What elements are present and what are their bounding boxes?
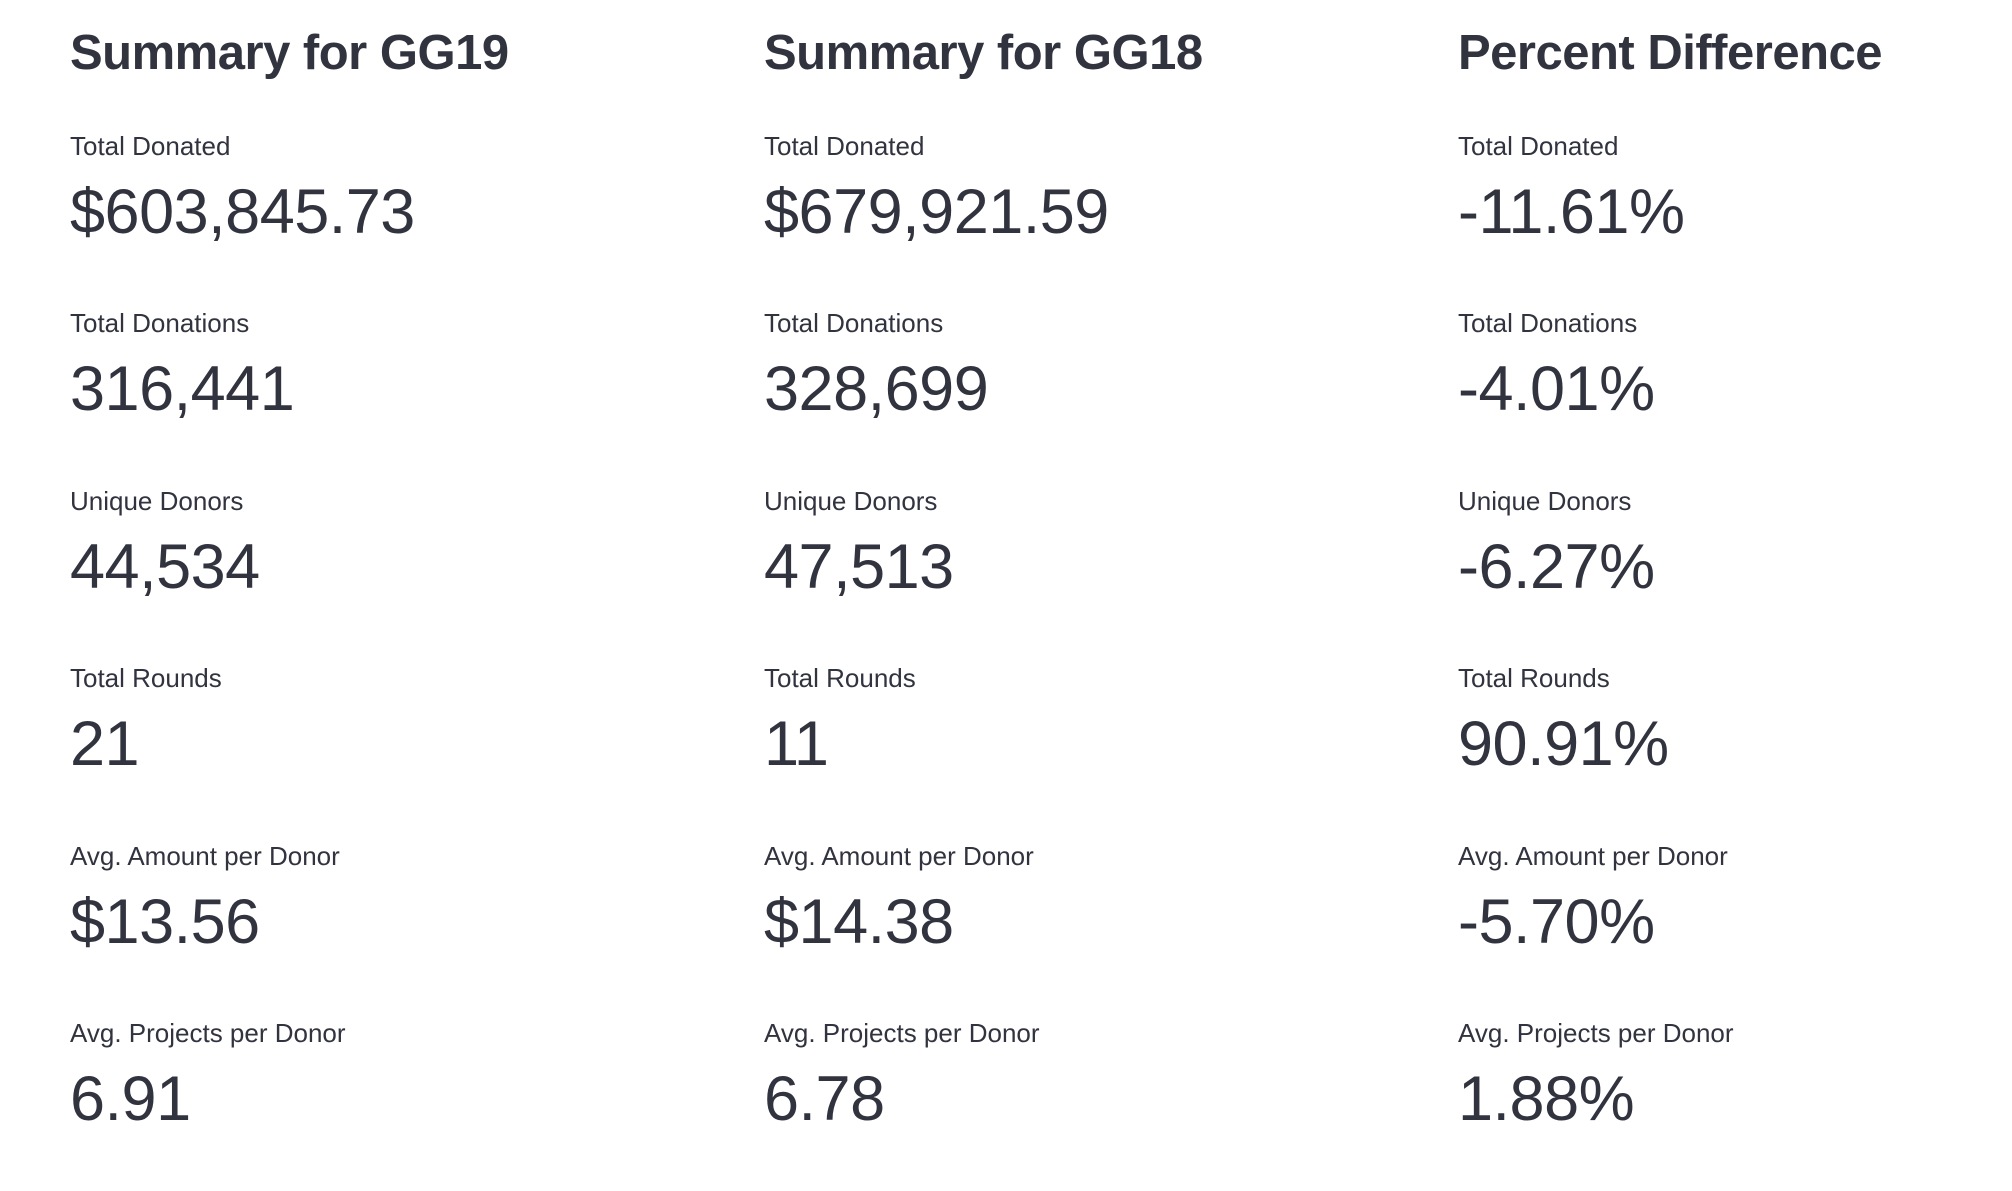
metric-value: $14.38 bbox=[764, 886, 954, 957]
metric-value: 328,699 bbox=[764, 354, 989, 425]
metric-value: 90.91% bbox=[1458, 709, 1669, 780]
metric-value: 47,513 bbox=[764, 531, 954, 602]
metric-diff-total-donations: Total Donations -4.01% bbox=[1458, 304, 2012, 425]
metric-gg18-total-donations: Total Donations 328,699 bbox=[764, 304, 1458, 425]
metric-label: Avg. Amount per Donor bbox=[1458, 840, 1728, 871]
column-gg18-title: Summary for GG18 bbox=[764, 26, 1203, 80]
metric-label: Unique Donors bbox=[1458, 485, 1632, 516]
metric-gg19-total-rounds: Total Rounds 21 bbox=[70, 659, 764, 780]
metric-label: Total Donations bbox=[764, 308, 944, 339]
metric-diff-avg-amount-per-donor: Avg. Amount per Donor -5.70% bbox=[1458, 837, 2012, 958]
metric-label: Avg. Amount per Donor bbox=[764, 840, 1034, 871]
metric-label: Avg. Amount per Donor bbox=[70, 840, 340, 871]
metric-label: Total Rounds bbox=[764, 663, 916, 694]
metric-value: 11 bbox=[764, 709, 829, 780]
metric-value: $13.56 bbox=[70, 886, 260, 957]
metric-gg19-unique-donors: Unique Donors 44,534 bbox=[70, 482, 764, 603]
metric-label: Avg. Projects per Donor bbox=[764, 1017, 1040, 1048]
metric-diff-unique-donors: Unique Donors -6.27% bbox=[1458, 482, 2012, 603]
metric-value: $679,921.59 bbox=[764, 176, 1109, 247]
metric-label: Avg. Projects per Donor bbox=[70, 1017, 346, 1048]
metric-label: Unique Donors bbox=[764, 485, 938, 516]
metric-gg19-total-donated: Total Donated $603,845.73 bbox=[70, 127, 764, 248]
metric-value: -6.27% bbox=[1458, 531, 1655, 602]
metric-diff-total-donated: Total Donated -11.61% bbox=[1458, 127, 2012, 248]
metric-value: 316,441 bbox=[70, 354, 295, 425]
metric-value: 44,534 bbox=[70, 531, 260, 602]
metric-label: Total Rounds bbox=[70, 663, 222, 694]
metric-gg18-avg-projects-per-donor: Avg. Projects per Donor 6.78 bbox=[764, 1014, 1458, 1135]
metric-gg19-avg-amount-per-donor: Avg. Amount per Donor $13.56 bbox=[70, 837, 764, 958]
column-gg19: Summary for GG19 Total Donated $603,845.… bbox=[70, 24, 764, 1191]
metric-gg18-total-donated: Total Donated $679,921.59 bbox=[764, 127, 1458, 248]
metric-label: Total Donations bbox=[1458, 308, 1638, 339]
metric-value: $603,845.73 bbox=[70, 176, 415, 247]
metric-value: -5.70% bbox=[1458, 886, 1655, 957]
metric-value: 1.88% bbox=[1458, 1063, 1635, 1134]
metric-diff-total-rounds: Total Rounds 90.91% bbox=[1458, 659, 2012, 780]
metric-gg18-avg-amount-per-donor: Avg. Amount per Donor $14.38 bbox=[764, 837, 1458, 958]
metric-diff-avg-projects-per-donor: Avg. Projects per Donor 1.88% bbox=[1458, 1014, 2012, 1135]
metric-label: Total Donated bbox=[1458, 130, 1619, 161]
column-percent-difference-title: Percent Difference bbox=[1458, 26, 1883, 80]
column-gg19-title: Summary for GG19 bbox=[70, 26, 509, 80]
metric-label: Total Donated bbox=[764, 130, 925, 161]
metric-label: Total Donations bbox=[70, 308, 250, 339]
metric-value: 6.91 bbox=[70, 1063, 191, 1134]
metric-label: Total Rounds bbox=[1458, 663, 1610, 694]
metric-value: -4.01% bbox=[1458, 354, 1655, 425]
metric-value: 21 bbox=[70, 709, 140, 780]
metric-gg19-total-donations: Total Donations 316,441 bbox=[70, 304, 764, 425]
metric-value: -11.61% bbox=[1458, 176, 1685, 247]
metric-label: Total Donated bbox=[70, 130, 231, 161]
metric-value: 6.78 bbox=[764, 1063, 885, 1134]
metric-gg18-unique-donors: Unique Donors 47,513 bbox=[764, 482, 1458, 603]
metric-gg18-total-rounds: Total Rounds 11 bbox=[764, 659, 1458, 780]
column-gg18: Summary for GG18 Total Donated $679,921.… bbox=[764, 24, 1458, 1191]
column-percent-difference: Percent Difference Total Donated -11.61%… bbox=[1458, 24, 2012, 1191]
metric-gg19-avg-projects-per-donor: Avg. Projects per Donor 6.91 bbox=[70, 1014, 764, 1135]
metric-label: Avg. Projects per Donor bbox=[1458, 1017, 1734, 1048]
metric-label: Unique Donors bbox=[70, 485, 244, 516]
